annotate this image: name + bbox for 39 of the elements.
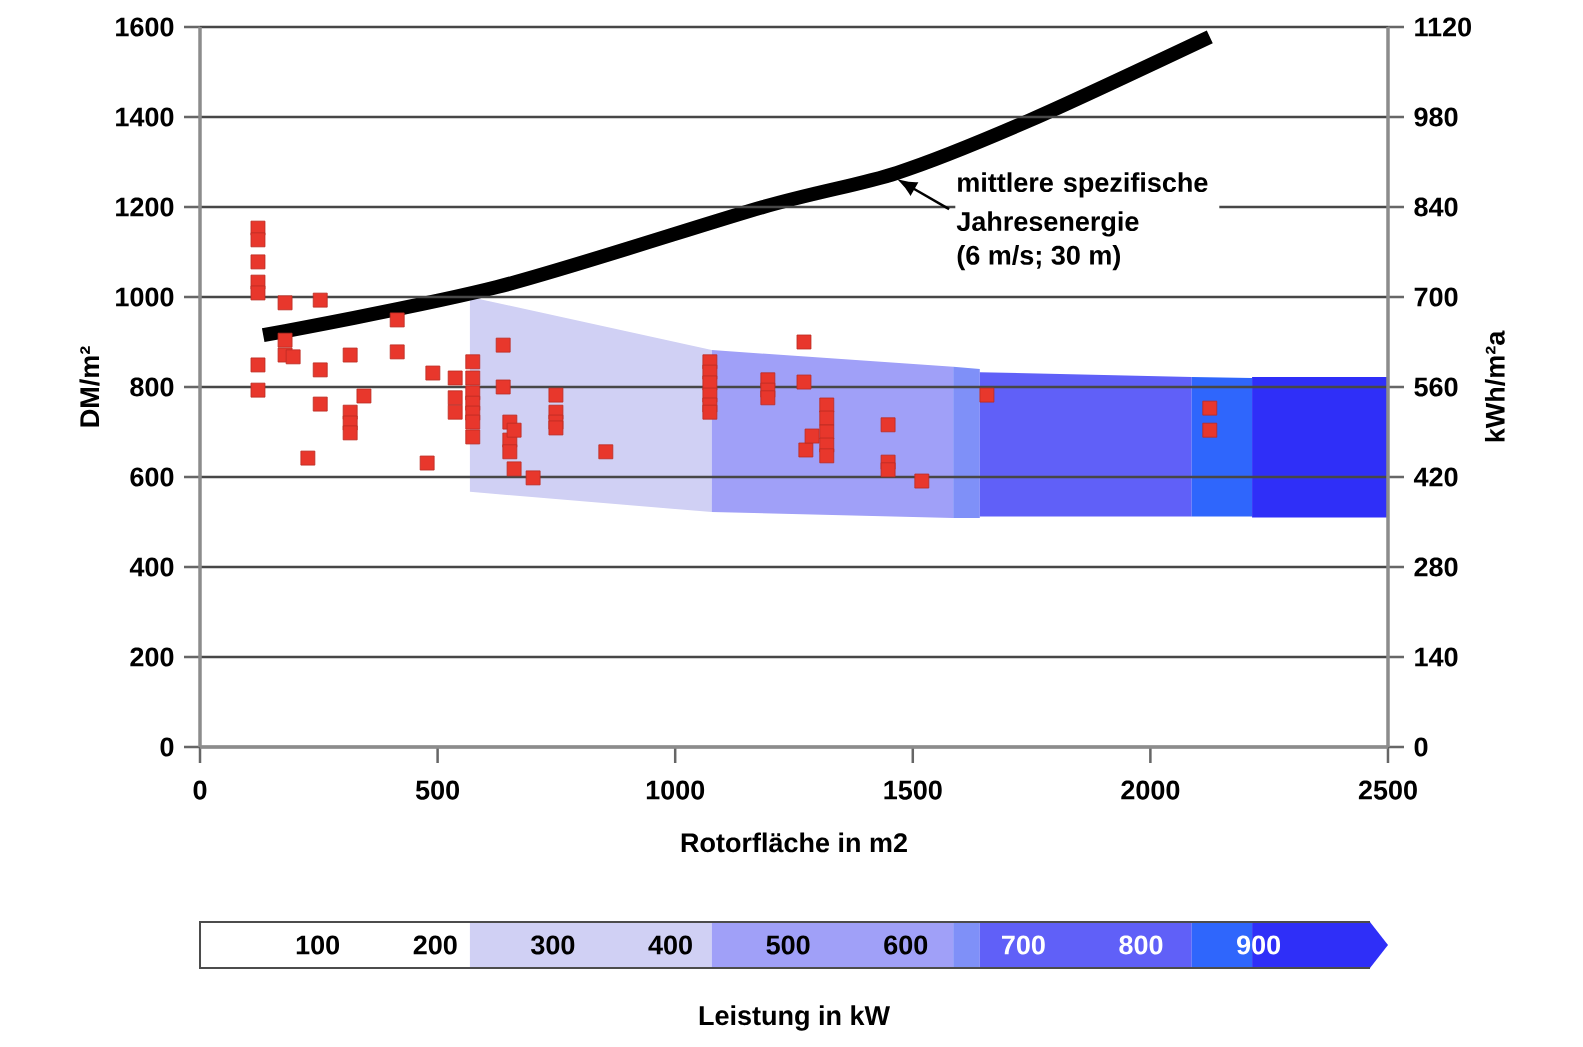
- y-tick-label: 600: [130, 467, 174, 487]
- y2-tick-label: 140: [1415, 647, 1458, 667]
- x-tick-label: 2000: [1121, 780, 1180, 800]
- y2-tick-label: 700: [1414, 287, 1458, 307]
- y2-tick-label: 1120: [1415, 17, 1471, 37]
- color-bar-label: 600: [884, 935, 928, 955]
- y-tick-label: 0: [160, 737, 174, 757]
- y-tick-label: 200: [130, 647, 174, 667]
- y2-tick-label: 0: [1414, 737, 1428, 757]
- annotation: (6 m/s; 30 m): [957, 244, 1120, 271]
- x-tick-label: 1000: [646, 780, 705, 800]
- y-tick-label: 1000: [116, 287, 174, 307]
- y2-tick-label: 560: [1414, 377, 1458, 397]
- y-tick-label: 800: [130, 377, 174, 397]
- y2-axis-title: kWh/m²a: [1484, 330, 1506, 442]
- y-tick-label: 1200: [116, 197, 174, 217]
- x-tick-label: 2500: [1358, 780, 1417, 800]
- y-tick-label: 1600: [116, 17, 174, 37]
- y-tick-label: 400: [129, 557, 174, 577]
- color-bar-label: 800: [1119, 935, 1163, 955]
- y-tick-label: 1400: [116, 107, 174, 127]
- color-bar-label: 200: [413, 935, 457, 955]
- x-axis-title: Rotorfläche in m2: [681, 832, 907, 853]
- y2-tick-label: 420: [1413, 467, 1458, 487]
- y2-tick-label: 840: [1414, 197, 1458, 217]
- color-bar-label: 400: [648, 935, 692, 955]
- y-axis-title: DM/m²: [79, 346, 100, 427]
- annotation: mittlere spezifische Jahresenergie: [956, 172, 1208, 237]
- x-tick-label: 0: [193, 780, 207, 800]
- color-bar-title: Leistung in kW: [699, 1005, 890, 1031]
- y2-tick-label: 980: [1414, 107, 1458, 127]
- x-tick-label: 500: [415, 780, 460, 800]
- color-bar-label: 500: [766, 935, 810, 955]
- color-bar-label: 100: [296, 935, 340, 955]
- y2-tick-label: 280: [1414, 557, 1458, 577]
- color-bar-label: 300: [530, 935, 575, 955]
- color-bar-label: 700: [1002, 935, 1045, 955]
- color-bar-label: 900: [1237, 935, 1281, 955]
- x-tick-label: 1500: [884, 780, 942, 800]
